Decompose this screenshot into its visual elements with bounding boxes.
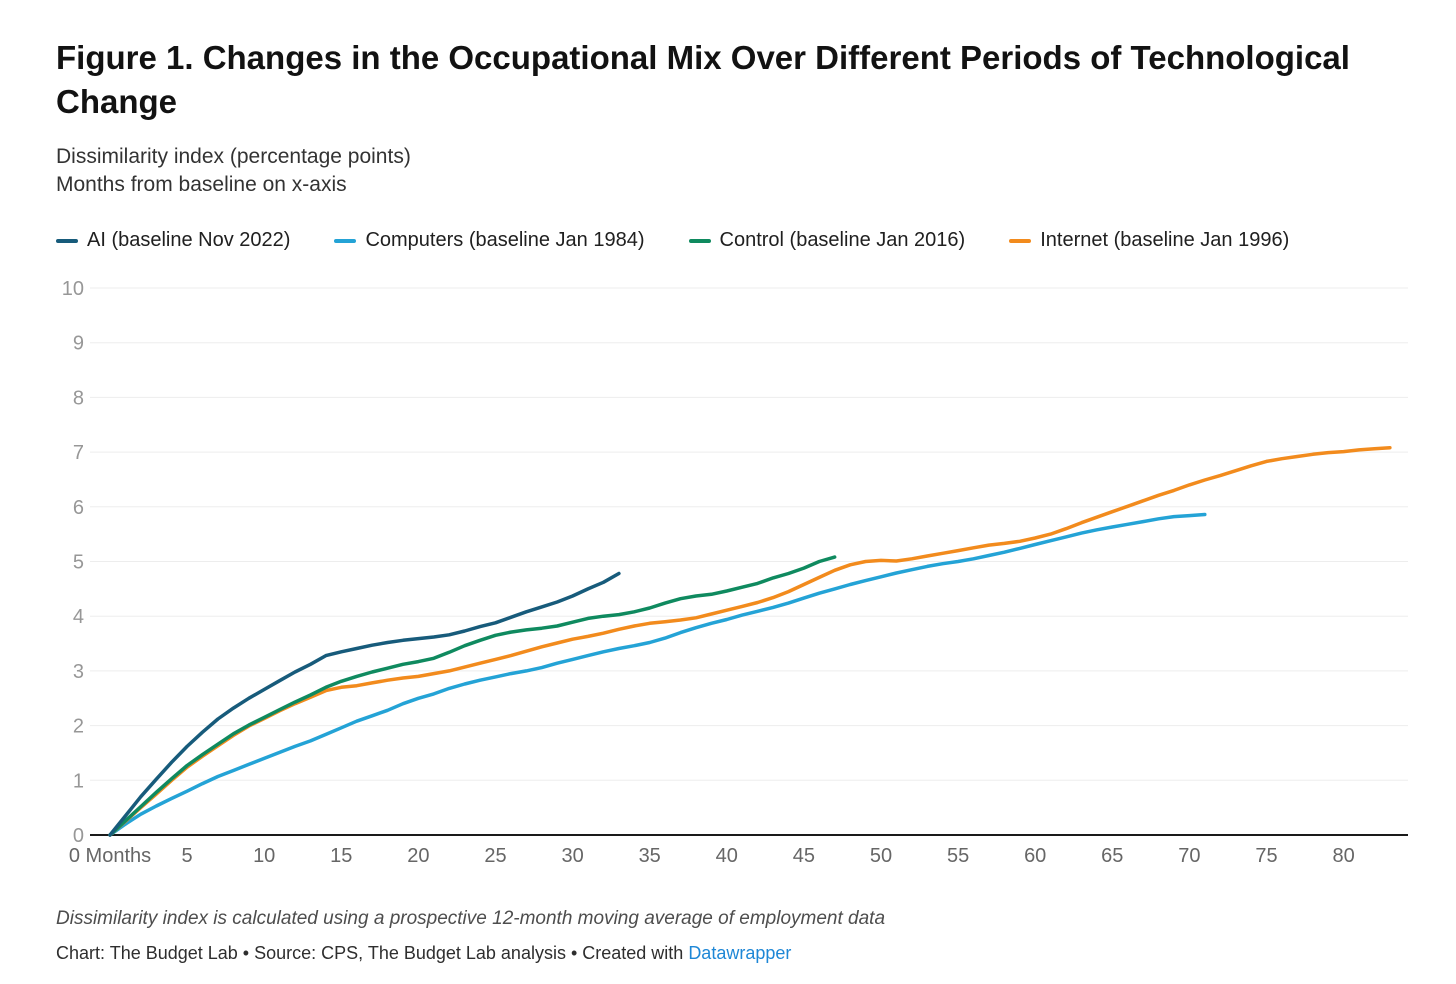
legend-swatch-computers: [334, 238, 357, 243]
x-tick-label-25: 25: [484, 845, 506, 867]
y-tick-label-5: 5: [73, 552, 84, 574]
x-tick-label-80: 80: [1332, 845, 1354, 867]
x-tick-label-35: 35: [639, 845, 661, 867]
y-tick-label-4: 4: [73, 606, 84, 628]
x-tick-label-0: 0 Months: [69, 845, 151, 867]
y-tick-label-3: 3: [73, 661, 84, 683]
x-tick-label-70: 70: [1178, 845, 1200, 867]
series-line-ai: [108, 571, 621, 837]
x-tick-label-55: 55: [947, 845, 969, 867]
legend-label-computers: Computers (baseline Jan 1984): [365, 229, 645, 251]
x-tick-label-75: 75: [1255, 845, 1277, 867]
y-tick-label-1: 1: [73, 770, 84, 792]
y-tick-label-6: 6: [73, 497, 84, 519]
x-tick-label-30: 30: [561, 845, 583, 867]
x-tick-label-15: 15: [330, 845, 352, 867]
legend-label-control: Control (baseline Jan 2016): [719, 229, 966, 251]
y-tick-label-2: 2: [73, 716, 84, 738]
x-tick-label-45: 45: [793, 845, 815, 867]
y-tick-label-10: 10: [62, 278, 84, 300]
legend-swatch-ai: [56, 238, 78, 243]
y-tick-label-9: 9: [73, 333, 84, 355]
y-tick-label-8: 8: [73, 387, 84, 409]
x-tick-label-20: 20: [407, 845, 429, 867]
legend-label-internet: Internet (baseline Jan 1996): [1040, 229, 1290, 251]
legend-swatch-control: [688, 238, 711, 243]
legend: AI (baseline Nov 2022) Computers (baseli…: [56, 229, 1416, 252]
chart-subtitle: Dissimilarity index (percentage points) …: [56, 143, 1256, 199]
series-line-control: [108, 555, 837, 837]
credit-text: Chart: The Budget Lab • Source: CPS, The…: [56, 943, 689, 963]
x-tick-label-50: 50: [870, 845, 892, 867]
legend-item-computers: Computers (baseline Jan 1984): [334, 229, 645, 252]
x-tick-label-5: 5: [182, 845, 193, 867]
legend-item-internet: Internet (baseline Jan 1996): [1009, 229, 1289, 252]
legend-item-ai: AI (baseline Nov 2022): [56, 229, 290, 252]
legend-item-control: Control (baseline Jan 2016): [688, 229, 966, 252]
x-tick-label-40: 40: [716, 845, 738, 867]
datawrapper-link[interactable]: Datawrapper: [688, 943, 792, 963]
chart-footnote: Dissimilarity index is calculated using …: [56, 908, 886, 929]
y-tick-label-7: 7: [73, 442, 84, 464]
x-tick-label-65: 65: [1101, 845, 1123, 867]
series-line-computers: [108, 512, 1207, 837]
subtitle-line-1: Dissimilarity index (percentage points): [56, 145, 411, 168]
x-tick-label-60: 60: [1024, 845, 1046, 867]
line-chart: 0 1 2 3 4 5 6 7 8 9 10 0 Months 5 10 15 20 25 30 35 40 45 50 5…: [0, 262, 1456, 882]
legend-swatch-internet: [1009, 238, 1032, 243]
chart-title: Figure 1. Changes in the Occupational Mi…: [56, 39, 1350, 120]
y-tick-label-0: 0: [73, 825, 84, 847]
x-tick-label-10: 10: [253, 845, 275, 867]
legend-label-ai: AI (baseline Nov 2022): [87, 229, 291, 251]
subtitle-line-2: Months from baseline on x-axis: [56, 173, 347, 197]
series-line-internet: [108, 445, 1392, 837]
chart-credit: Chart: The Budget Lab • Source: CPS, The…: [56, 943, 1396, 964]
